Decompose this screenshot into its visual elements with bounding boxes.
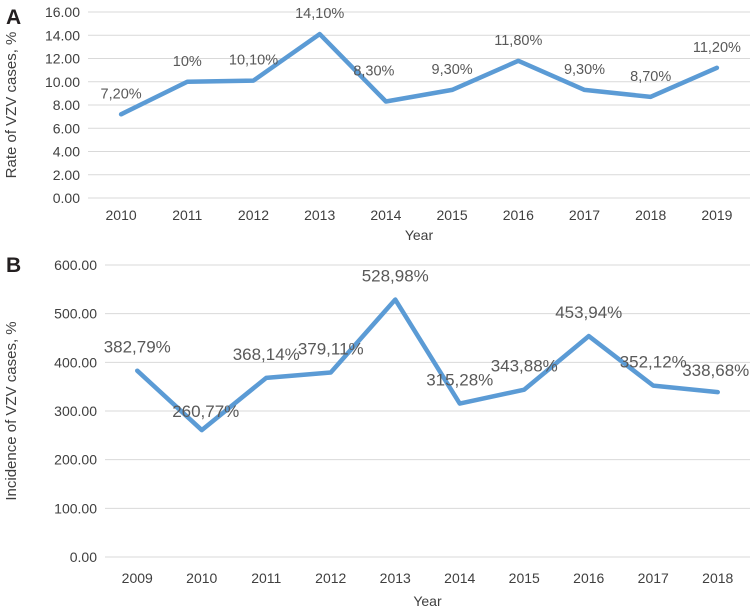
x-tick-label: 2017: [638, 570, 669, 586]
y-axis-title: Incidence of VZV cases, %: [3, 321, 20, 500]
x-tick-label: 2016: [573, 570, 604, 586]
series-line: [118, 31, 720, 117]
data-point-label: 379,11%: [298, 339, 364, 358]
x-tick-label: 2016: [503, 207, 534, 223]
data-point-label: 14,10%: [295, 6, 344, 22]
x-tick-label: 2018: [702, 570, 733, 586]
x-tick-label: 2015: [437, 207, 468, 223]
x-tick-label: 2009: [122, 570, 153, 586]
y-tick-label: 0.00: [70, 549, 97, 565]
y-axis-title: Rate of VZV cases, %: [3, 32, 20, 179]
data-point-label: 9,30%: [432, 62, 473, 78]
x-tick-label: 2019: [701, 207, 732, 223]
data-point-label: 9,30%: [564, 62, 605, 78]
y-tick-label: 10.00: [45, 74, 80, 90]
x-tick-label: 2017: [569, 207, 600, 223]
data-point-label: 343,88%: [491, 357, 558, 376]
y-tick-label: 200.00: [54, 452, 97, 468]
y-tick-label: 4.00: [53, 144, 80, 160]
data-point-label: 7,20%: [101, 86, 142, 102]
y-tick-label: 600.00: [54, 257, 97, 273]
x-tick-label: 2011: [251, 570, 281, 586]
data-point-label: 10%: [173, 54, 202, 70]
x-axis-title: Year: [413, 593, 442, 609]
x-tick-label: 2013: [380, 570, 411, 586]
data-point-label: 8,30%: [353, 64, 394, 80]
panel-letter: A: [6, 6, 21, 29]
data-point-label: 8,70%: [630, 69, 671, 85]
x-tick-label: 2011: [172, 207, 202, 223]
x-tick-label: 2014: [370, 207, 401, 223]
y-tick-label: 8.00: [53, 97, 80, 113]
y-tick-label: 2.00: [53, 167, 80, 183]
panel-letter: B: [6, 254, 21, 277]
x-tick-label: 2015: [509, 570, 540, 586]
data-point-label: 382,79%: [104, 338, 171, 357]
data-point-label: 368,14%: [233, 345, 300, 364]
data-point-label: 453,94%: [555, 303, 622, 322]
x-tick-label: 2012: [238, 207, 269, 223]
y-tick-label: 500.00: [54, 306, 97, 322]
x-tick-label: 2010: [106, 207, 137, 223]
data-point-label: 10,10%: [229, 53, 278, 69]
y-tick-label: 0.00: [53, 190, 80, 206]
y-tick-label: 12.00: [45, 51, 80, 67]
data-point-label: 352,12%: [620, 353, 687, 372]
data-point-label: 315,28%: [426, 371, 493, 390]
y-tick-label: 400.00: [54, 354, 97, 370]
x-tick-label: 2010: [186, 570, 217, 586]
x-tick-label: 2018: [635, 207, 666, 223]
data-point-label: 338,68%: [682, 361, 749, 380]
x-tick-label: 2014: [444, 570, 475, 586]
y-tick-label: 14.00: [45, 27, 80, 43]
y-tick-label: 100.00: [54, 500, 97, 516]
chart-panel-a: 16.00 14.00 12.00 10.00 8.00 6.00 4.00 2.00 0.00…: [3, 4, 750, 243]
data-point-label: 11,80%: [494, 33, 542, 49]
data-point-label: 528,98%: [362, 267, 429, 286]
data-point-label: 260,77%: [172, 402, 239, 421]
chart-panel-b: 600.00 500.00 400.00 300.00 200.00 100.00 0.00…: [3, 254, 750, 609]
x-tick-label: 2012: [315, 570, 346, 586]
data-point-label: 11,20%: [693, 40, 741, 56]
x-tick-label: 2013: [304, 207, 335, 223]
y-tick-label: 300.00: [54, 403, 97, 419]
x-axis-title: Year: [405, 227, 434, 243]
y-tick-label: 16.00: [45, 4, 80, 20]
y-tick-label: 6.00: [53, 120, 80, 136]
series-line: [135, 297, 720, 433]
